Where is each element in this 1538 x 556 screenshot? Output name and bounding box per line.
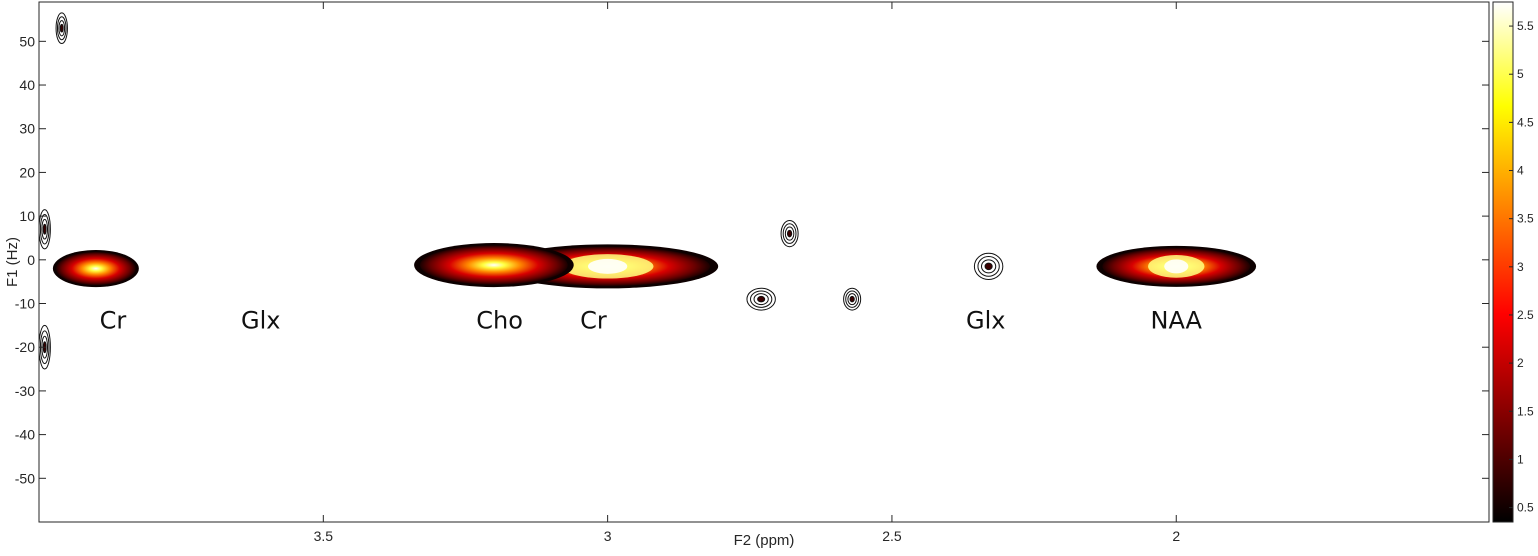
y-tick-label: 40 [19,77,35,93]
x-tick-label: 3 [604,528,612,544]
colorbar-ticks: 0.5 1 1.5 2 2.5 3 3.5 4 4.5 5 5.5 [1509,19,1534,515]
y-tick-label: 10 [19,208,35,224]
colorbar-tick-label: 2 [1517,356,1524,370]
peak [973,252,1004,280]
colorbar-tick-label: 2.5 [1517,308,1534,322]
x-tick-label: 2 [1172,528,1180,544]
colorbar-tick-label: 1.5 [1517,404,1534,418]
colorbar-tick-label: 1 [1517,452,1524,466]
peak-label: Cr [580,306,607,334]
x-tick-label: 2.5 [882,528,902,544]
colorbar: 0.5 1 1.5 2 2.5 3 3.5 4 4.5 5 5.5 [1492,1,1534,523]
peak [843,287,862,311]
peaks-layer [39,12,1257,370]
y-tick-label: -30 [15,383,35,399]
peak [780,219,799,248]
colorbar-tick-label: 3.5 [1517,212,1534,226]
peak-label: Cho [476,306,523,334]
x-tick-label: 3.5 [314,528,334,544]
y-tick-label: -40 [15,427,35,443]
y-tick-label: 20 [19,164,35,180]
y-tick-label: -20 [15,339,35,355]
y-tick-label: -50 [15,470,35,486]
colorbar-gradient [1492,1,1514,523]
peak [1096,245,1257,287]
colorbar-tick-label: 0.5 [1517,501,1534,515]
y-axis-label: F1 (Hz) [4,237,21,287]
y-tick-label: -10 [15,296,35,312]
peak-label: NAA [1151,306,1203,334]
peak [746,287,776,311]
y-tick-label: 30 [19,121,35,137]
annotations-layer: Cr Glx Cho Cr Glx NAA [100,306,1203,334]
colorbar-tick-label: 3 [1517,260,1524,274]
peak-label: Glx [241,306,280,334]
colorbar-tick-label: 4 [1517,164,1524,178]
peak [55,12,68,45]
peak [39,209,51,250]
peak-label: Cr [100,306,127,334]
x-axis: 3.5 3 2.5 2 [314,2,1180,544]
peak [52,249,139,288]
peak [414,243,574,288]
colorbar-tick-label: 5.5 [1517,19,1534,33]
colorbar-tick-label: 5 [1517,67,1524,81]
x-axis-label: F2 (ppm) [734,532,795,549]
colorbar-tick-label: 4.5 [1517,115,1534,129]
plot-frame [38,1,1490,523]
y-tick-label: 50 [19,33,35,49]
y-tick-label: 0 [27,252,35,268]
plot-area: Cr Glx Cho Cr Glx NAA 3.5 3 2.5 2 50 40 30 20 10 0 -10… [4,1,1490,549]
peak-label: Glx [966,306,1005,334]
y-axis: 50 40 30 20 10 0 -10 -20 -30 -40 -50 [15,33,1489,486]
